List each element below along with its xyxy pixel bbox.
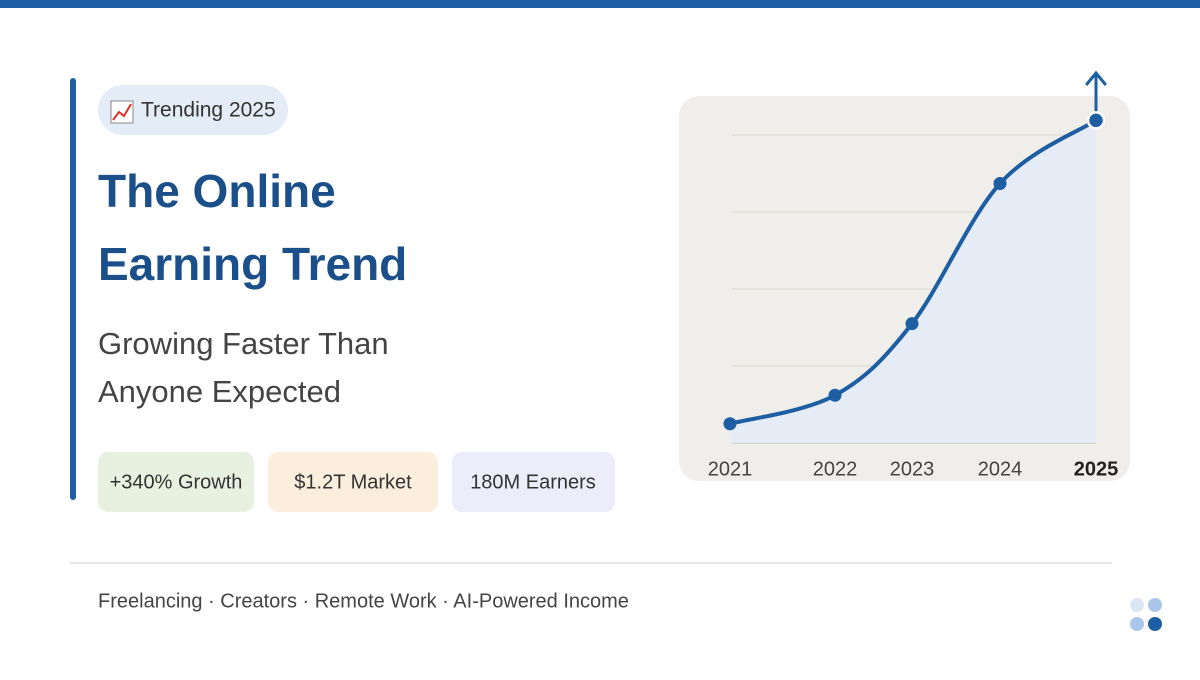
headline: The Online [98,165,336,217]
stat-card [452,452,615,512]
footer-text: Freelancing · Creators · Remote Work · A… [98,590,629,612]
point [723,417,737,431]
stat-text: +340% Growth [110,471,243,493]
x-tick-label: 2025 [1074,458,1119,480]
chart: 2021 2022 2023 2024 2025 [708,70,1119,480]
badge [98,85,288,135]
x-tick-label: 2021 [708,458,753,480]
headline: Earning Trend [98,238,407,290]
subheadline: Growing Faster Than [98,326,389,361]
x-tick-label: 2023 [890,458,935,480]
point [905,317,919,331]
subheadline: Anyone Expected [98,374,341,409]
x-tick-label: 2022 [813,458,858,480]
stat-text: 180M Earners [470,471,596,493]
area [730,120,1096,444]
stat-card [268,452,438,512]
point [828,388,842,402]
badge-text: Trending 2025 [141,99,276,122]
trend-arrow-head [1085,70,1107,86]
badge-icon [110,100,134,124]
accent-bar [70,78,76,500]
stat-card [98,452,254,512]
point [993,177,1007,191]
point [1086,111,1106,130]
stat-text: $1.2T Market [294,471,412,493]
logo-dots [1130,598,1162,631]
x-tick-label: 2024 [978,458,1023,480]
top-bar [0,0,1200,8]
